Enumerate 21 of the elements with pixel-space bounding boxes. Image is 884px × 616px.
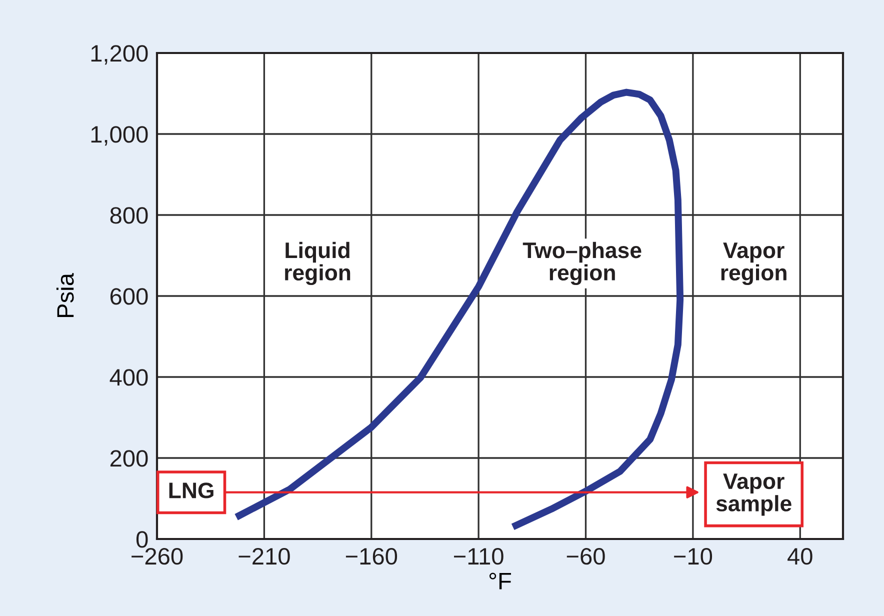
y-tick-label: 1,200: [91, 45, 148, 65]
annotation: Two–phase region: [522, 242, 642, 286]
x-tick-label: −60: [566, 548, 605, 565]
y-tick-label: 800: [110, 207, 148, 224]
y-tick-label: 1,000: [91, 126, 148, 146]
x-tick-label: −210: [238, 548, 290, 565]
x-tick-label: −160: [346, 548, 398, 565]
y-tick-label: 200: [110, 450, 148, 467]
x-axis-title: °F: [489, 572, 511, 590]
y-tick-label: 0: [136, 531, 148, 548]
x-tick-label: −110: [454, 548, 504, 565]
x-tick-label: 40: [788, 548, 812, 565]
y-tick-label: 400: [110, 369, 148, 386]
annotation: Liquid region: [285, 242, 350, 286]
y-tick-label: 600: [110, 288, 148, 305]
y-axis-title: Psia: [56, 273, 74, 318]
annotation: LNG: [169, 482, 214, 498]
annotation: Vapor sample: [716, 474, 792, 516]
x-tick-label: −10: [674, 548, 712, 565]
annotation: Vapor region: [721, 242, 786, 286]
x-tick-label: −260: [132, 548, 183, 565]
